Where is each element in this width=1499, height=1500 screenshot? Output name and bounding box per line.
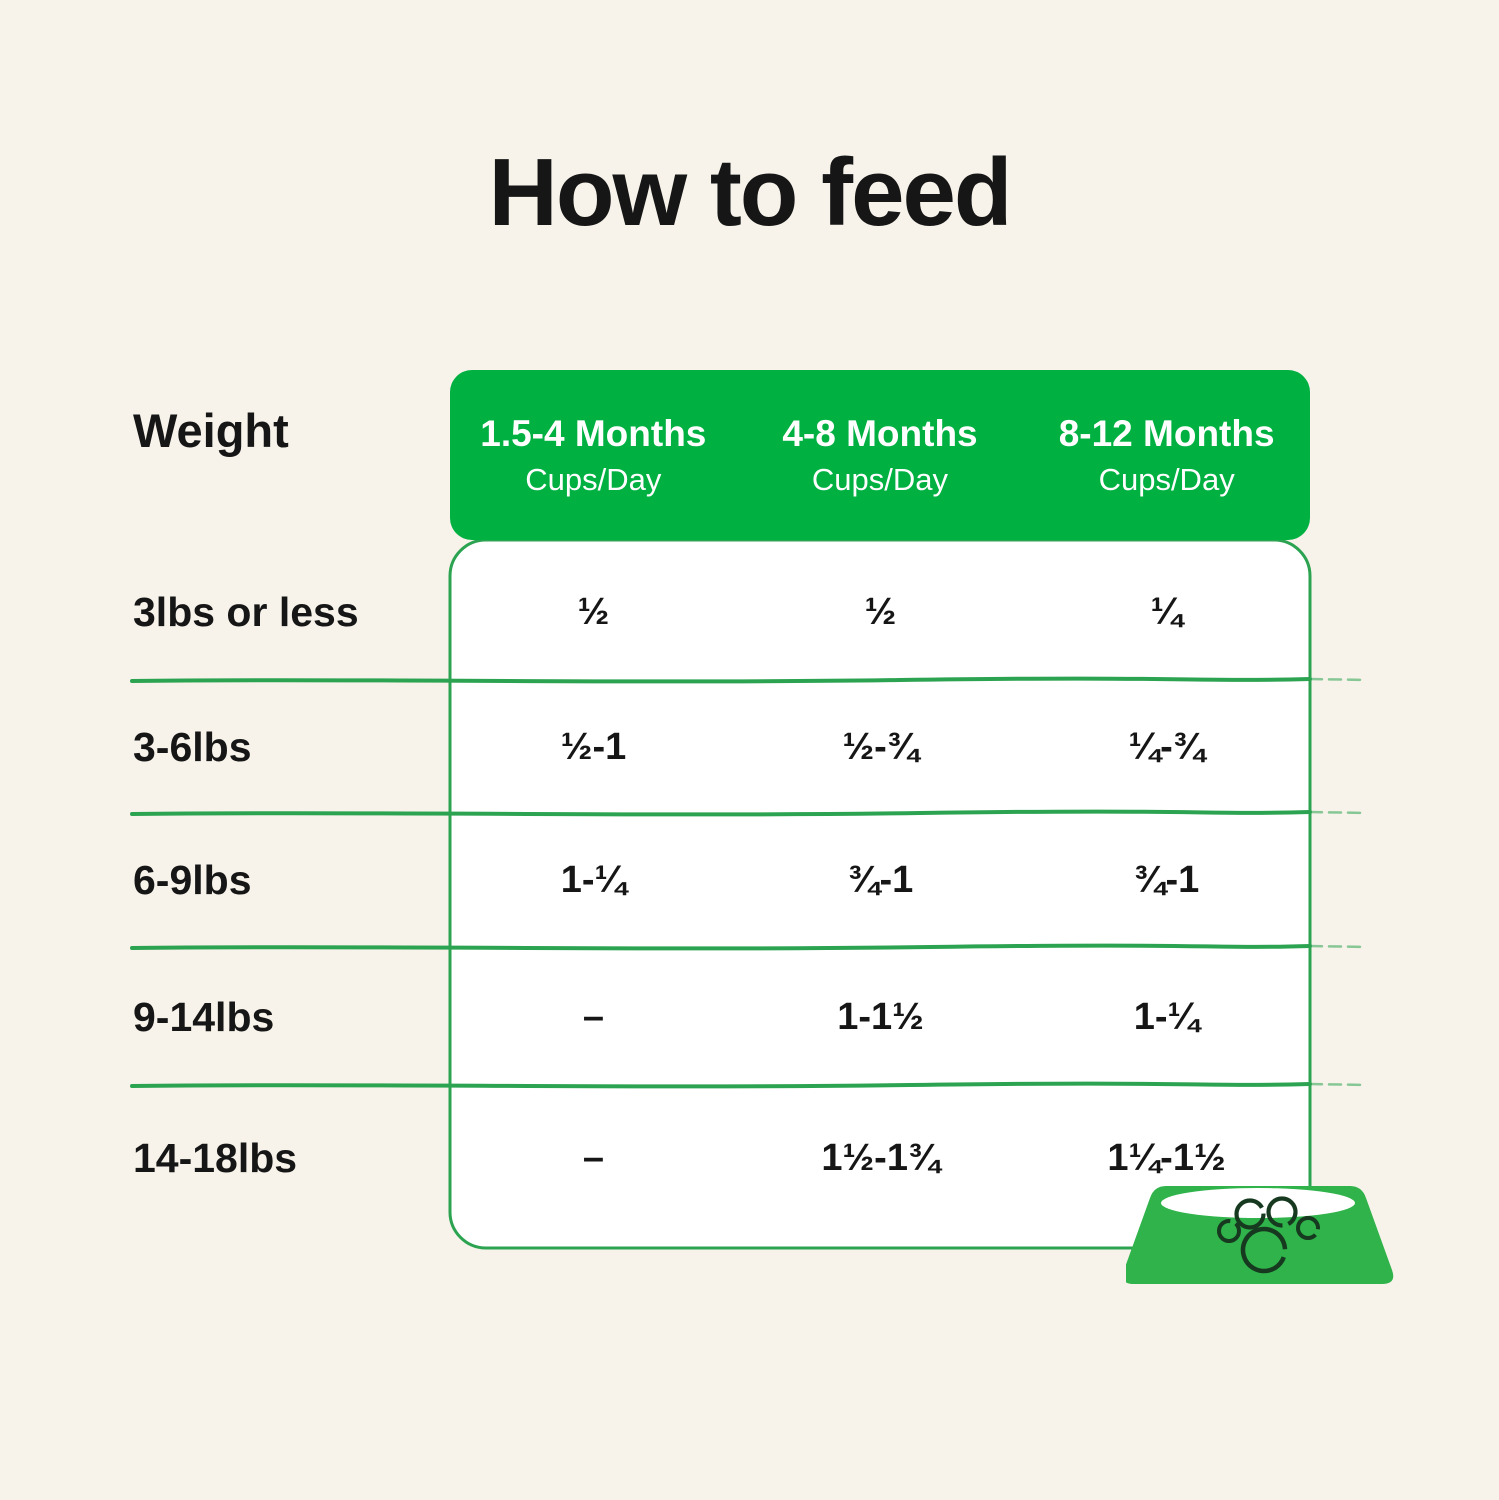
page-title: How to feed: [488, 139, 1013, 246]
cell-value: ¼: [1150, 590, 1183, 633]
row-label: 14-18lbs: [133, 1134, 298, 1181]
divider-line: [130, 676, 1312, 684]
cell-value: –: [582, 995, 605, 1038]
column-header-1: 1.5-4 Months Cups/Day: [450, 411, 737, 500]
column-unit-label: Cups/Day: [1098, 461, 1235, 497]
table-row: 3-6lbs ½-1 ½-¾ ¼-¾: [0, 697, 1499, 797]
table-header: 1.5-4 Months Cups/Day 4-8 Months Cups/Da…: [450, 370, 1310, 540]
cell-value: ¼-¾: [1128, 725, 1205, 768]
divider-line: [130, 1081, 1312, 1089]
column-unit-label: Cups/Day: [525, 461, 662, 497]
cell-value: ½-1: [560, 725, 627, 768]
row-label: 6-9lbs: [133, 856, 252, 903]
cell-value: –: [582, 1136, 605, 1179]
cell-value: ½: [577, 590, 610, 633]
paw-print-icon: [1217, 1196, 1320, 1274]
cell-value: ½: [864, 590, 897, 633]
cell-value: 1¼-1½: [1107, 1136, 1226, 1179]
divider-line-tail: [1308, 677, 1368, 682]
row-label: 9-14lbs: [133, 993, 275, 1040]
divider-line: [130, 809, 1312, 817]
weight-column-label: Weight: [133, 404, 289, 457]
cell-value: 1-¼: [560, 858, 627, 901]
column-header-3: 8-12 Months Cups/Day: [1023, 411, 1310, 500]
cell-value: 1-1½: [837, 995, 924, 1038]
table-outline: [448, 538, 1312, 1250]
divider-line-tail: [1308, 1082, 1368, 1087]
cell-value: 1½-1¾: [821, 1136, 940, 1179]
divider-line-tail: [1308, 810, 1368, 815]
divider-line: [130, 943, 1312, 951]
column-range-label: 1.5-4 Months: [480, 412, 707, 454]
cell-value: ½-¾: [842, 725, 919, 768]
row-label: 3lbs or less: [133, 588, 359, 635]
divider-line-tail: [1308, 944, 1368, 949]
table-row: 3lbs or less ½ ½ ¼: [0, 562, 1499, 662]
column-header-2: 4-8 Months Cups/Day: [737, 411, 1024, 500]
column-range-label: 8-12 Months: [1058, 412, 1275, 454]
table-row: 6-9lbs 1-¼ ¾-1 ¾-1: [0, 830, 1499, 930]
column-unit-label: Cups/Day: [811, 461, 949, 497]
cell-value: ¾-1: [1133, 858, 1200, 901]
cell-value: 1-¼: [1133, 995, 1200, 1038]
row-label: 3-6lbs: [133, 723, 252, 770]
cell-value: ¾-1: [847, 858, 914, 901]
table-row: 14-18lbs – 1½-1¾ 1¼-1½: [0, 1108, 1499, 1208]
dog-bowl-paw-icon: [1126, 1186, 1394, 1284]
table-row: 9-14lbs – 1-1½ 1-¼: [0, 967, 1499, 1067]
column-range-label: 4-8 Months: [782, 412, 978, 454]
